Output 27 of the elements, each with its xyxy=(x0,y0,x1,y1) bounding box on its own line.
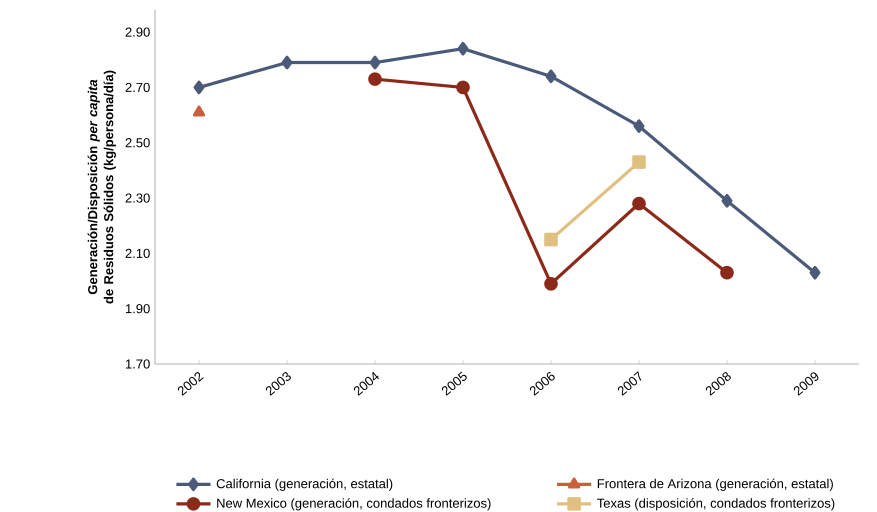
point xyxy=(282,56,293,70)
point xyxy=(368,72,382,86)
point xyxy=(370,56,381,70)
point xyxy=(632,155,646,169)
point xyxy=(194,80,205,94)
point xyxy=(458,42,468,56)
y-tick-label: 2.10 xyxy=(126,248,150,258)
point xyxy=(721,194,732,208)
y-tick-label: 1.90 xyxy=(126,304,150,314)
point xyxy=(809,266,820,280)
legend-label: New Mexico (generación, condados fronterizos) xyxy=(217,498,491,510)
y-tick-label: 2.50 xyxy=(126,138,150,148)
point xyxy=(632,196,646,210)
point xyxy=(633,119,644,133)
legend-label: California (generación, estatal) xyxy=(216,478,392,491)
point xyxy=(545,70,556,84)
point xyxy=(544,276,558,291)
y-tick-label: 2.70 xyxy=(126,82,150,92)
point xyxy=(192,106,206,117)
y-tick-label: 2.30 xyxy=(126,193,150,203)
point xyxy=(544,232,558,246)
legend-label: Frontera de Arizona (generación, estatal) xyxy=(598,478,833,491)
point xyxy=(456,80,470,94)
y-tick-label: 1.70 xyxy=(126,359,150,369)
point xyxy=(720,266,734,280)
y-tick-label: 2.90 xyxy=(126,28,150,37)
legend-label: Texas (disposición, condados fronterizos) xyxy=(597,498,834,510)
